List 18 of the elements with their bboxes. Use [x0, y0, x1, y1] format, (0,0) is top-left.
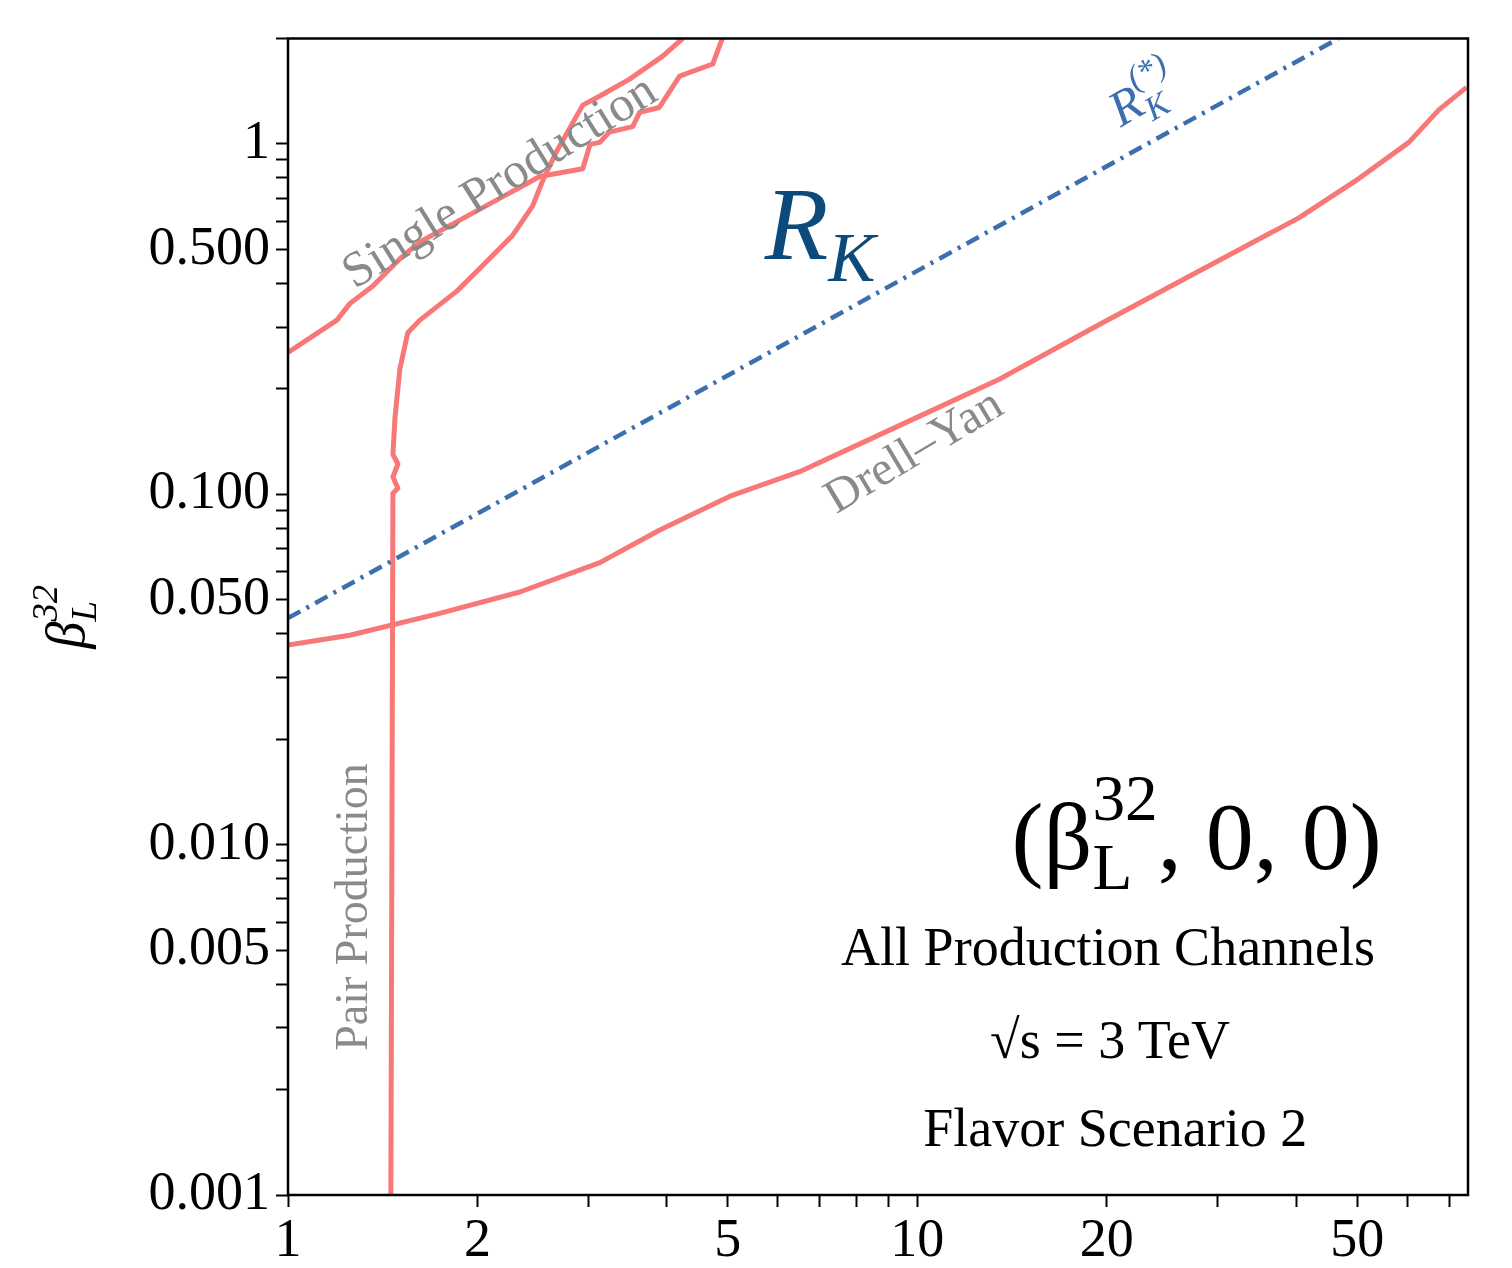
y-tick-label: 0.100: [148, 460, 270, 521]
x-tick-label: 50: [1330, 1207, 1385, 1268]
x-tick-label: 20: [1079, 1207, 1134, 1268]
y-axis-title: βL32: [23, 584, 104, 650]
annotation: Flavor Scenario 2: [923, 1097, 1308, 1158]
y-tick-label: 0.001: [148, 1161, 270, 1222]
annotation: RK(*): [1097, 44, 1178, 138]
y-tick-label: 0.050: [148, 565, 270, 626]
y-tick-label: 0.010: [148, 810, 270, 871]
y-tick-label: 0.005: [148, 916, 270, 977]
y-tick-label: 0.500: [148, 215, 270, 276]
x-tick-label: 2: [463, 1207, 491, 1268]
y-tick-label: 1: [243, 110, 270, 171]
x-tick-label: 10: [890, 1207, 945, 1268]
annotation: All Production Channels: [841, 917, 1376, 978]
annotation: √s = 3 TeV: [990, 1009, 1230, 1070]
annotation: Pair Production: [326, 763, 378, 1051]
x-tick-label: 5: [714, 1207, 742, 1268]
